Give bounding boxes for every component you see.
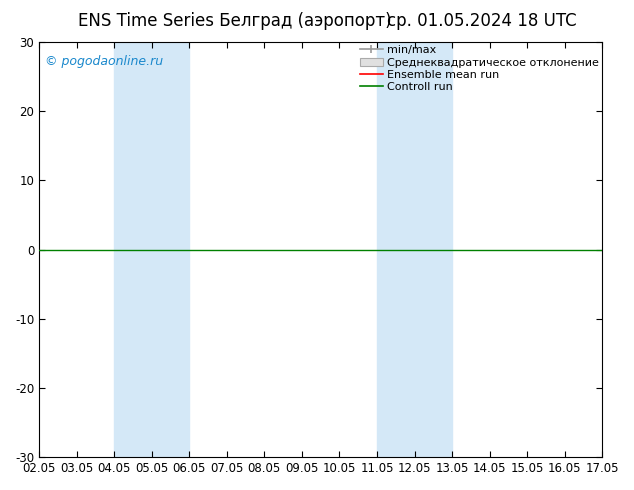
Bar (377, 42, 452, 457)
Bar (114, 42, 190, 457)
Text: ENS Time Series Белград (аэропорт): ENS Time Series Белград (аэропорт) (78, 12, 391, 30)
Text: ср. 01.05.2024 18 UTC: ср. 01.05.2024 18 UTC (387, 12, 577, 30)
Legend: min/max, Среднеквадратическое отклонение, Ensemble mean run, Controll run: min/max, Среднеквадратическое отклонение… (360, 46, 599, 92)
Text: © pogodaonline.ru: © pogodaonline.ru (45, 54, 163, 68)
